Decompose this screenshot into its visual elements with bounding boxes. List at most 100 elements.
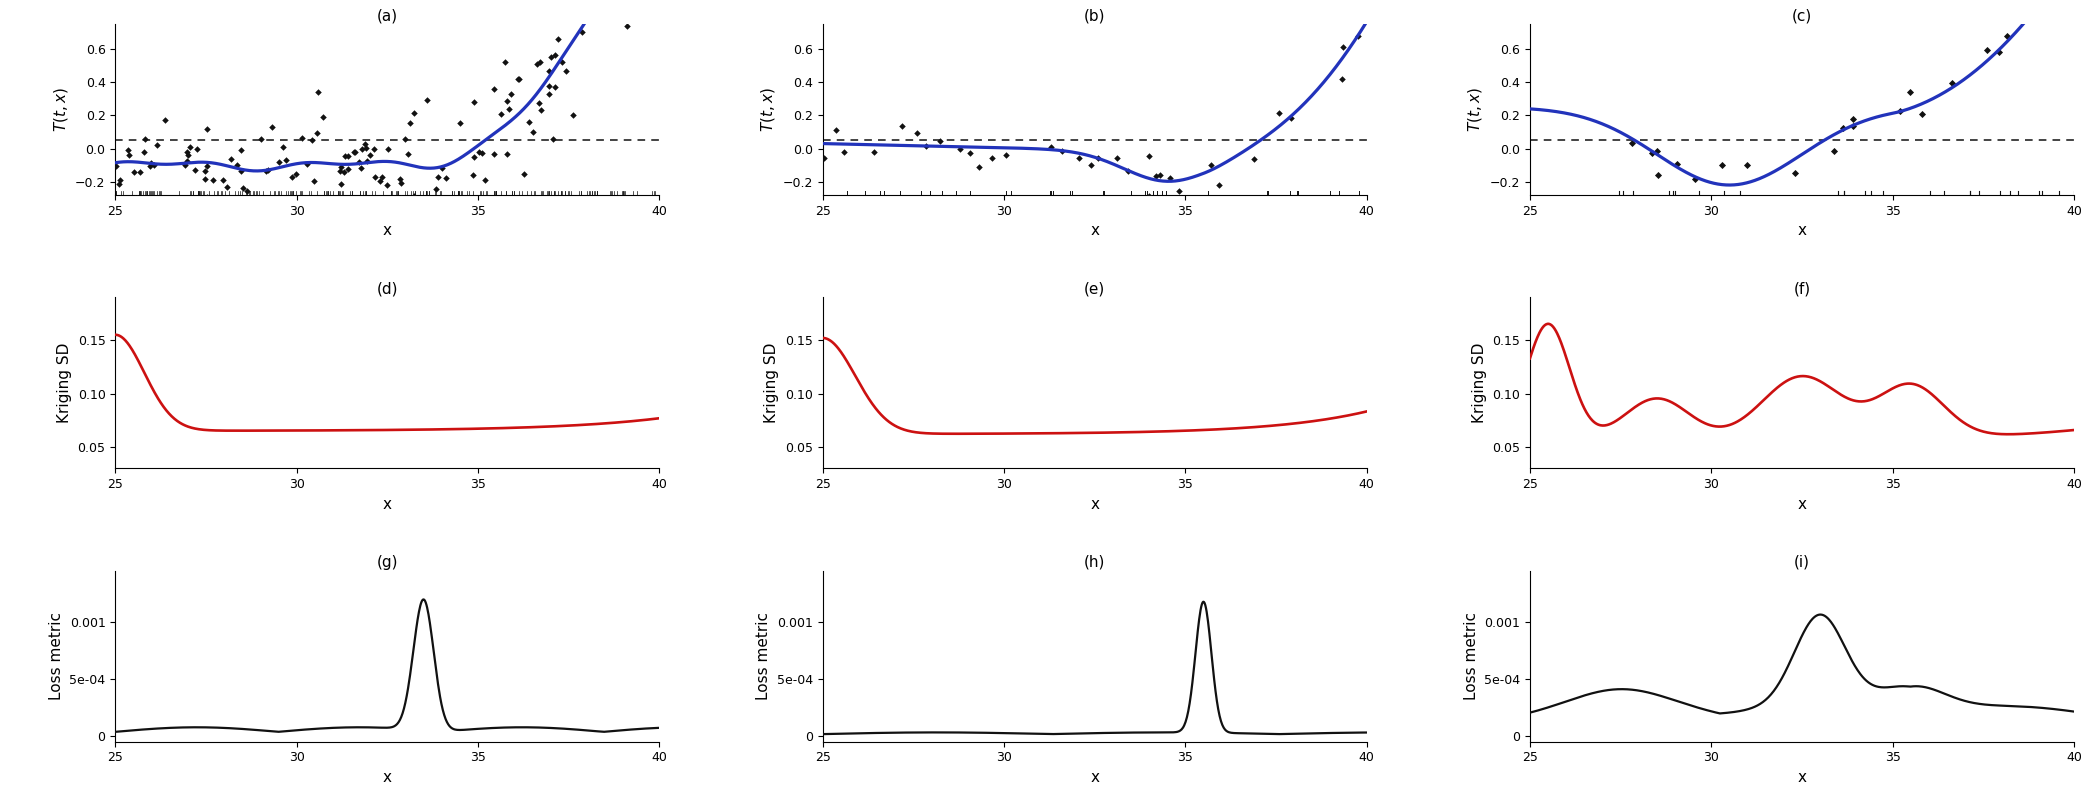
Point (1678, 173, 1712, 186)
Point (1326, 40, 1360, 53)
Point (346, 142, 379, 155)
Point (976, 152, 1010, 164)
Point (1154, 172, 1188, 185)
X-axis label: x: x (1798, 223, 1806, 239)
Point (396, 189, 429, 202)
Point (1634, 147, 1668, 160)
Point (421, 171, 455, 184)
Point (1274, 111, 1307, 124)
Y-axis label: $T(t,x)$: $T(t,x)$ (52, 87, 69, 132)
Point (469, 200, 503, 213)
Point (111, 149, 145, 162)
Point (128, 132, 161, 145)
Point (411, 205, 444, 218)
Point (270, 154, 304, 167)
Point (1779, 166, 1812, 179)
Y-axis label: $T(t,x)$: $T(t,x)$ (758, 87, 777, 132)
Point (191, 190, 224, 203)
Point (1705, 159, 1739, 172)
Point (274, 170, 308, 183)
Title: (a): (a) (377, 8, 398, 23)
Point (1642, 168, 1676, 181)
Point (411, 93, 444, 106)
Point (524, 103, 557, 116)
Point (392, 148, 425, 161)
Point (538, 81, 572, 93)
Point (1883, 104, 1917, 117)
Point (365, 170, 398, 183)
Point (1936, 77, 1969, 89)
Point (492, 103, 526, 116)
Point (1062, 152, 1096, 164)
Point (168, 158, 201, 171)
Point (857, 146, 890, 159)
Point (1982, 45, 2015, 58)
Title: (c): (c) (1791, 8, 1812, 23)
Point (953, 147, 987, 160)
Point (513, 115, 547, 128)
X-axis label: x: x (1089, 770, 1100, 785)
Point (1081, 152, 1115, 164)
Point (884, 119, 918, 132)
Point (828, 145, 861, 158)
Point (279, 168, 312, 181)
Point (1045, 145, 1079, 158)
Title: (i): (i) (1793, 555, 1810, 570)
Point (610, 19, 643, 32)
Point (230, 185, 264, 197)
Point (180, 143, 214, 156)
Point (1194, 159, 1228, 172)
Point (302, 85, 335, 98)
Point (205, 173, 239, 186)
X-axis label: x: x (383, 770, 392, 785)
Point (362, 175, 396, 188)
Point (457, 151, 490, 164)
Y-axis label: Loss metric: Loss metric (48, 612, 63, 700)
Point (350, 142, 383, 155)
Point (1825, 122, 1858, 135)
Title: (b): (b) (1083, 8, 1106, 23)
Point (463, 145, 497, 158)
Point (122, 192, 155, 205)
Point (124, 165, 157, 178)
Point (901, 127, 934, 139)
Point (1818, 144, 1852, 157)
Point (538, 48, 572, 61)
Point (1615, 137, 1649, 150)
Point (1100, 152, 1133, 164)
Point (172, 193, 205, 206)
Point (425, 206, 459, 218)
Point (331, 149, 365, 162)
Point (1131, 149, 1165, 162)
Point (117, 192, 151, 205)
Point (520, 57, 553, 70)
Point (293, 193, 327, 206)
Point (358, 171, 392, 184)
Point (350, 196, 383, 209)
Point (291, 157, 325, 170)
Point (149, 114, 182, 127)
Point (341, 156, 375, 168)
Point (566, 26, 599, 39)
Point (555, 2, 589, 15)
Point (306, 110, 339, 123)
Point (1730, 159, 1764, 172)
Point (467, 173, 501, 186)
Point (383, 172, 417, 185)
Point (1341, 30, 1374, 43)
Point (1904, 108, 1938, 121)
Point (191, 123, 224, 135)
Point (331, 193, 365, 206)
Y-axis label: Loss metric: Loss metric (756, 612, 771, 700)
Point (1659, 157, 1693, 170)
Point (807, 152, 840, 164)
X-axis label: x: x (383, 223, 392, 239)
Point (465, 147, 499, 160)
Point (394, 117, 427, 130)
Point (488, 55, 522, 68)
Point (327, 165, 360, 178)
Point (325, 160, 358, 173)
Point (329, 150, 362, 163)
Y-axis label: $T(t,x)$: $T(t,x)$ (1466, 87, 1483, 132)
Point (337, 146, 371, 159)
